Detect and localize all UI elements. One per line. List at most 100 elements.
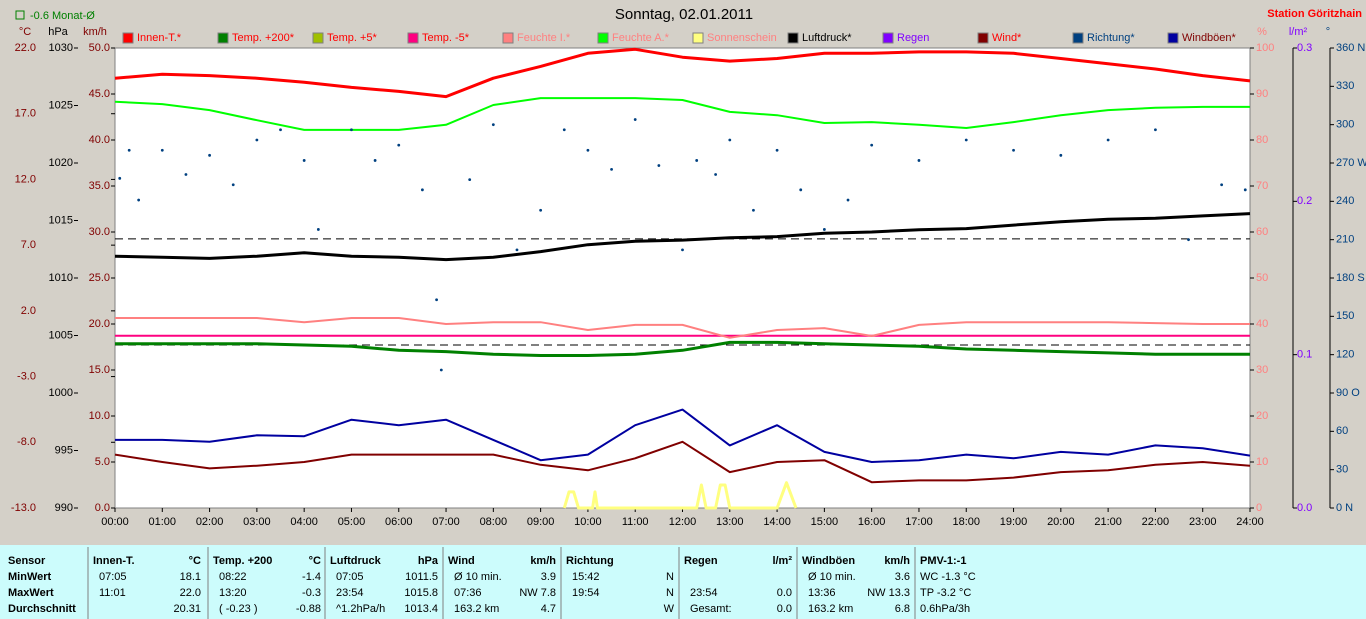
x-tick-label: 12:00 (669, 516, 697, 528)
direction-dot (316, 228, 320, 231)
direction-dot (231, 183, 235, 187)
x-tick-label: 20:00 (1047, 516, 1075, 528)
series-line (115, 408, 1251, 463)
axis-unit: % (1257, 26, 1267, 38)
y-tick-label: 1010 (49, 272, 73, 284)
table-cell: 20.31 (173, 603, 201, 615)
direction-dot (279, 128, 282, 132)
x-tick-label: 03:00 (243, 516, 271, 528)
y-tick-label: 35.0 (89, 180, 110, 192)
legend-swatch (407, 32, 419, 44)
direction-dot (846, 198, 850, 202)
x-tick-label: 02:00 (196, 516, 224, 528)
column-unit: km/h (530, 555, 556, 567)
x-tick-label: 10:00 (574, 516, 602, 528)
table-cell: 13:20 (219, 587, 247, 599)
y-tick-label: 210 (1336, 234, 1354, 246)
direction-dot (964, 138, 968, 142)
legend-swatch (217, 32, 229, 44)
table-cell: 19:54 (572, 587, 600, 599)
direction-dot (350, 128, 353, 132)
column-unit: °C (189, 555, 201, 567)
avg-icon (15, 10, 25, 20)
axis-unit: l/m² (1289, 26, 1308, 38)
table-cell: 1013.4 (404, 603, 438, 615)
y-tick-label: 40.0 (89, 134, 110, 146)
x-tick-label: 09:00 (527, 516, 555, 528)
table-cell: 07:05 (336, 571, 364, 583)
y-tick-label: -8.0 (17, 436, 36, 448)
series-line (562, 481, 798, 510)
column-unit: hPa (418, 555, 439, 567)
direction-dot (1220, 183, 1224, 187)
x-tick-label: 07:00 (432, 516, 460, 528)
y-tick-label: 120 (1336, 349, 1354, 361)
y-tick-label: 0.1 (1297, 349, 1312, 361)
table-cell: 07:36 (454, 587, 482, 599)
direction-dot (1012, 148, 1015, 152)
table-cell: 3.9 (541, 571, 556, 583)
direction-dot (184, 173, 188, 176)
direction-dot (562, 128, 566, 132)
legend-swatch (502, 32, 514, 44)
table-cell: ^1.2hPa/h (336, 603, 385, 615)
direction-dot (137, 198, 141, 202)
direction-dot (586, 148, 590, 152)
y-tick-label: 10 (1256, 456, 1268, 468)
direction-dot (799, 188, 803, 192)
column-title: Windböen (802, 555, 855, 567)
x-tick-label: 22:00 (1142, 516, 1170, 528)
table-cell: 4.7 (541, 603, 556, 615)
table-cell: 13:36 (808, 587, 836, 599)
direction-dot (610, 167, 613, 171)
y-tick-label: 180 S (1336, 272, 1365, 284)
legend-label: Windböen* (1182, 32, 1237, 44)
axis-unit: hPa (48, 26, 68, 38)
y-tick-label: 90 (1256, 88, 1268, 100)
direction-dot (1243, 188, 1247, 192)
row-label: Sensor (8, 555, 46, 567)
series-line (115, 317, 1250, 339)
y-tick-label: 0.0 (1297, 502, 1312, 514)
x-tick-label: 01:00 (149, 516, 177, 528)
y-tick-label: 45.0 (89, 88, 110, 100)
y-tick-label: 1005 (49, 329, 73, 341)
x-tick-label: 14:00 (763, 516, 791, 528)
column-title: Wind (448, 555, 475, 567)
column-title: PMV-1:-1 (920, 555, 966, 567)
y-tick-label: 1000 (49, 387, 73, 399)
table-cell: 08:22 (219, 571, 247, 583)
y-tick-label: 1025 (49, 99, 73, 111)
legend-label: Innen-T.* (137, 32, 182, 44)
y-tick-label: -13.0 (11, 502, 36, 514)
month-average: -0.6 Monat-Ø (30, 10, 95, 22)
x-tick-label: 06:00 (385, 516, 413, 528)
x-tick-label: 16:00 (858, 516, 886, 528)
row-label: MinWert (8, 571, 52, 583)
y-tick-label: 30 (1336, 464, 1348, 476)
direction-dot (657, 164, 661, 167)
y-tick-label: 17.0 (15, 108, 36, 120)
table-cell: 0.0 (777, 587, 792, 599)
y-tick-label: 50 (1256, 272, 1268, 284)
direction-dot (491, 123, 495, 127)
direction-dot (208, 153, 211, 157)
table-cell: 0.0 (777, 603, 792, 615)
y-tick-label: 22.0 (15, 42, 36, 54)
legend-label: Feuchte I.* (517, 32, 571, 44)
y-tick-label: 300 (1336, 119, 1354, 131)
direction-dot (822, 228, 826, 231)
x-tick-label: 00:00 (101, 516, 129, 528)
y-tick-label: 60 (1336, 425, 1348, 437)
table-cell: 163.2 km (808, 603, 853, 615)
y-tick-label: 0.3 (1297, 42, 1312, 54)
column-title: Innen-T. (93, 555, 135, 567)
y-tick-label: 2.0 (21, 305, 36, 317)
legend-swatch (312, 32, 324, 44)
x-tick-label: 13:00 (716, 516, 744, 528)
series-line (114, 47, 1251, 99)
table-cell: Gesamt: (690, 603, 732, 615)
y-tick-label: 240 (1336, 195, 1354, 207)
direction-dot (515, 248, 519, 252)
y-tick-label: 990 (55, 502, 73, 514)
